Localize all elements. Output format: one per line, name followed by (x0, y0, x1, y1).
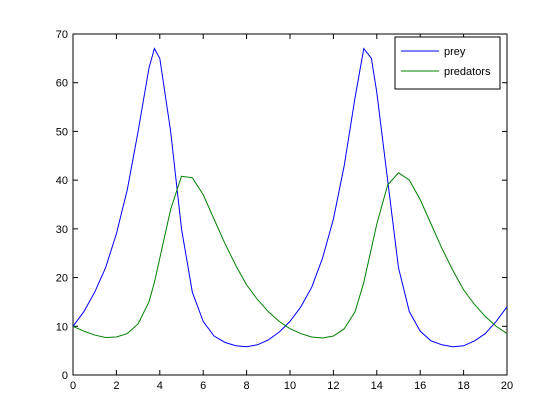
legend-label: predators (444, 66, 491, 78)
x-tick-label: 14 (371, 380, 383, 392)
x-tick-label: 10 (284, 380, 296, 392)
y-tick-label: 20 (56, 273, 68, 285)
x-tick-label: 6 (200, 380, 206, 392)
y-tick-label: 10 (56, 321, 68, 333)
y-tick-label: 50 (56, 126, 68, 138)
y-tick-label: 40 (56, 175, 68, 187)
y-tick-label: 30 (56, 224, 68, 236)
x-tick-label: 0 (70, 380, 76, 392)
x-tick-label: 12 (327, 380, 339, 392)
series-line (72, 47, 508, 348)
x-tick-label: 2 (113, 380, 119, 392)
x-tick-label: 20 (501, 380, 513, 392)
x-tick-label: 8 (244, 380, 250, 392)
x-tick-label: 18 (457, 380, 469, 392)
series-line (72, 172, 508, 339)
y-tick-label: 0 (62, 370, 68, 382)
x-tick-label: 4 (157, 380, 163, 392)
x-tick-label: 16 (414, 380, 426, 392)
y-tick-label: 60 (56, 78, 68, 90)
legend-box (394, 36, 501, 90)
y-tick-label: 70 (56, 29, 68, 41)
legend-label: prey (444, 46, 466, 58)
